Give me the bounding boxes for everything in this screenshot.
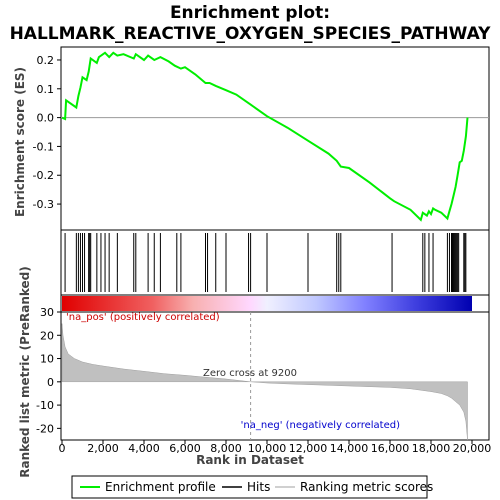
chart-title-line1: Enrichment plot: (170, 3, 330, 23)
legend-frame (71, 475, 428, 499)
hits-panel-frame (60, 229, 490, 296)
metric-y-tick-label: -10 (36, 399, 54, 412)
es-y-tick-label: 0.2 (37, 54, 55, 67)
metric-y-tick-label: 30 (40, 306, 54, 319)
hit-lines (64, 233, 467, 292)
es-y-tick-label: 0.1 (37, 83, 55, 96)
rank-color-bar (62, 296, 472, 311)
x-tick-label: 0 (59, 442, 66, 455)
metric-y-tick-label: 0 (47, 376, 54, 389)
legend-enrichment-label: Enrichment profile (105, 480, 216, 494)
x-axis-title: Rank in Dataset (196, 453, 304, 467)
legend-metric-label: Ranking metric scores (300, 480, 433, 494)
es-panel: 0.2 0.1 0.0 -0.1 -0.2 -0.3 Enrichment score (… (13, 46, 490, 231)
metric-x-ticks: 0 2,000 4,000 6,000 8,000 10,000 12,000 14,000 1… (59, 440, 492, 455)
x-tick-label: 18,000 (412, 442, 451, 455)
metric-panel: 30 20 10 0 -10 -20 0 2,000 4,000 6,000 8,000 10,00… (18, 266, 491, 478)
es-y-tick-label: -0.3 (33, 198, 54, 211)
x-tick-label: 20,000 (453, 442, 492, 455)
neg-label: 'na_neg' (negatively correlated) (241, 420, 400, 431)
x-tick-label: 8,000 (210, 442, 242, 455)
legend-hits-label: Hits (247, 480, 270, 494)
x-tick-label: 10,000 (248, 442, 287, 455)
ranking-metric-area (61, 323, 468, 441)
es-y-tick-label: -0.1 (33, 140, 54, 153)
pos-label: 'na_pos' (positively correlated) (66, 312, 220, 323)
metric-y-tick-label: 10 (40, 353, 54, 366)
metric-y-tick-label: 20 (40, 329, 54, 342)
metric-y-ticks: 30 20 10 0 -10 -20 (36, 306, 61, 435)
x-tick-label: 14,000 (330, 442, 369, 455)
hits-panel (60, 229, 490, 296)
es-y-tick-label: 0.0 (37, 112, 55, 125)
es-panel-frame (60, 46, 490, 231)
metric-y-axis-title: Ranked list metric (PreRanked) (18, 266, 32, 478)
legend: Enrichment profile Hits Ranking metric s… (71, 475, 433, 499)
x-tick-label: 16,000 (371, 442, 410, 455)
x-tick-label: 12,000 (289, 442, 328, 455)
zero-cross-label: Zero cross at 9200 (203, 368, 297, 379)
metric-y-tick-label: -20 (36, 422, 54, 435)
es-y-tick-label: -0.2 (33, 169, 54, 182)
x-tick-label: 4,000 (128, 442, 160, 455)
x-tick-label: 6,000 (169, 442, 201, 455)
es-y-axis-title: Enrichment score (ES) (13, 67, 27, 217)
x-tick-label: 2,000 (87, 442, 119, 455)
chart-title-line2: HALLMARK_REACTIVE_OXYGEN_SPECIES_PATHWAY (10, 24, 492, 44)
enrichment-profile-line (61, 51, 469, 222)
es-y-ticks: 0.2 0.1 0.0 -0.1 -0.2 -0.3 (33, 54, 61, 211)
